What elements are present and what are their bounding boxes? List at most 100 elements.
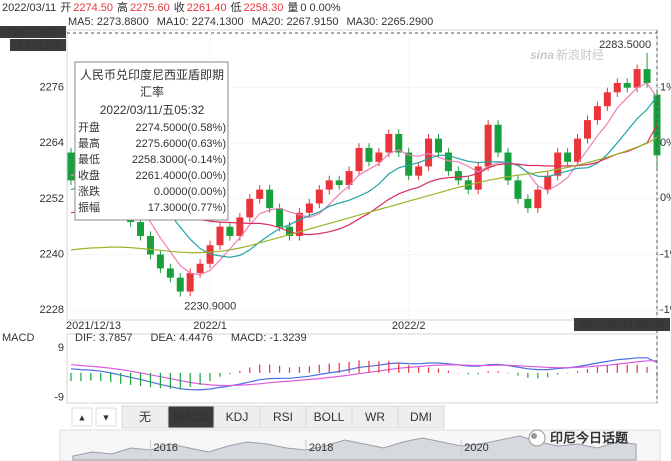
tab-label[interactable]: MACD (173, 410, 209, 424)
macd-label: MACD (2, 332, 34, 344)
macd-bar (159, 372, 161, 389)
macd-bar (586, 369, 589, 373)
macd-frame (66, 333, 658, 404)
tooltip-row-value: 2261.4000(0.00%) (135, 170, 226, 182)
tab-label[interactable]: 无 (139, 410, 151, 424)
candle-body (524, 198, 532, 209)
macd-bar (318, 364, 320, 373)
macd-bar (427, 367, 430, 373)
candle-body (166, 268, 174, 278)
macd-bar (517, 372, 519, 376)
macd-bar (269, 364, 271, 373)
candle-body (176, 277, 184, 292)
candle-body (246, 198, 254, 218)
macd-bar (388, 360, 390, 373)
macd-bar (239, 370, 241, 373)
candle-body (276, 208, 284, 227)
macd-bar (596, 366, 599, 373)
macd-bar (209, 372, 211, 382)
macd-bar (408, 365, 410, 373)
arrow-label[interactable]: ▼ (102, 412, 111, 422)
legend-entry: MA5: 2273.8800 (68, 16, 149, 28)
candle-body (484, 124, 492, 167)
candle-body (623, 83, 631, 88)
macd-bar (567, 372, 569, 374)
candle-body (137, 222, 145, 236)
candle-body (603, 92, 611, 107)
tooltip-row-value: 2258.3000(-0.14%) (132, 154, 226, 166)
macd-bar (288, 367, 291, 373)
candle-body (434, 138, 442, 153)
candle-body (345, 171, 353, 185)
tooltip-date: 2022/03/11/五05:32 (100, 103, 205, 117)
tab-label[interactable]: RSI (273, 410, 293, 424)
macd-line (70, 357, 658, 391)
candle-body (415, 166, 423, 176)
macd-bar (457, 372, 459, 374)
navigator-year: 2018 (309, 442, 333, 454)
candle-body (186, 273, 194, 292)
macd-bar (328, 363, 330, 373)
crosshair-price-box (0, 26, 66, 38)
tab[interactable] (397, 405, 445, 429)
legend-entry: MA30: 2265.2900 (346, 16, 433, 28)
candle-body (266, 189, 274, 209)
tab-label[interactable]: BOLL (314, 410, 345, 424)
crosshair-percent: 1.4721% (16, 39, 60, 51)
candle-body (593, 106, 601, 121)
tooltip-row-label: 振幅 (78, 200, 100, 214)
arrow-button[interactable] (95, 407, 117, 427)
macd-bar (378, 361, 380, 373)
macd-bar (437, 368, 440, 373)
candle-body (67, 152, 75, 181)
candle-body (335, 180, 343, 185)
tooltip-row-label: 收盘 (78, 168, 100, 182)
candle-body (156, 254, 164, 269)
y2-tick-label: 1% (660, 81, 671, 93)
macd-bar (576, 371, 579, 373)
macd-bar (447, 370, 450, 373)
candle-body (256, 189, 264, 199)
header-change: 0.00% (309, 2, 340, 14)
tab-label[interactable]: DMI (410, 410, 432, 424)
candle-body (494, 124, 502, 153)
watermark-brand: sina (530, 48, 554, 62)
macd-bar (348, 361, 350, 373)
macd-bar (626, 364, 628, 373)
macd-legend: DEA: 4.4476 (150, 332, 212, 344)
low-label: 2230.9000 (184, 301, 236, 313)
header-label: 开 (60, 2, 71, 14)
macd-bar (219, 372, 221, 377)
candle-body (653, 94, 661, 156)
tab-label[interactable]: KDJ (226, 410, 249, 424)
tooltip-row-value: 2275.6000(0.63%) (135, 138, 226, 150)
macd-bar (278, 365, 281, 373)
arrow-button[interactable] (71, 407, 93, 427)
tab-label[interactable]: WR (365, 410, 385, 424)
candle-body (425, 138, 433, 167)
high-label: 2283.5000 (599, 39, 651, 51)
candle-body (375, 152, 383, 162)
macd-bar (418, 367, 420, 373)
arrow-label[interactable]: ▲ (78, 412, 87, 422)
header-date: 2022/03/11 (2, 2, 56, 14)
macd-tick-label: 9 (58, 342, 64, 354)
candle-body (544, 175, 552, 190)
macd-bar (487, 371, 489, 373)
candle-body (216, 226, 224, 246)
candle-body (226, 226, 234, 236)
tooltip-row-label: 开盘 (78, 120, 100, 134)
y2-tick-label: 0% (660, 192, 671, 204)
candle-body (504, 152, 512, 181)
y-tick-label: 2240 (40, 248, 64, 260)
watermark-name: 新浪财经 (556, 47, 604, 62)
macd-bar (527, 372, 529, 378)
tooltip-row-value: 0.0000(0.00%) (154, 186, 226, 198)
macd-bar (139, 372, 142, 387)
tooltip-row-label: 涨跌 (78, 184, 100, 198)
candle-body (146, 235, 154, 255)
y2-tick-label: -1% (660, 249, 671, 261)
candle-body (236, 217, 244, 236)
header-value: 2258.30 (244, 2, 284, 14)
